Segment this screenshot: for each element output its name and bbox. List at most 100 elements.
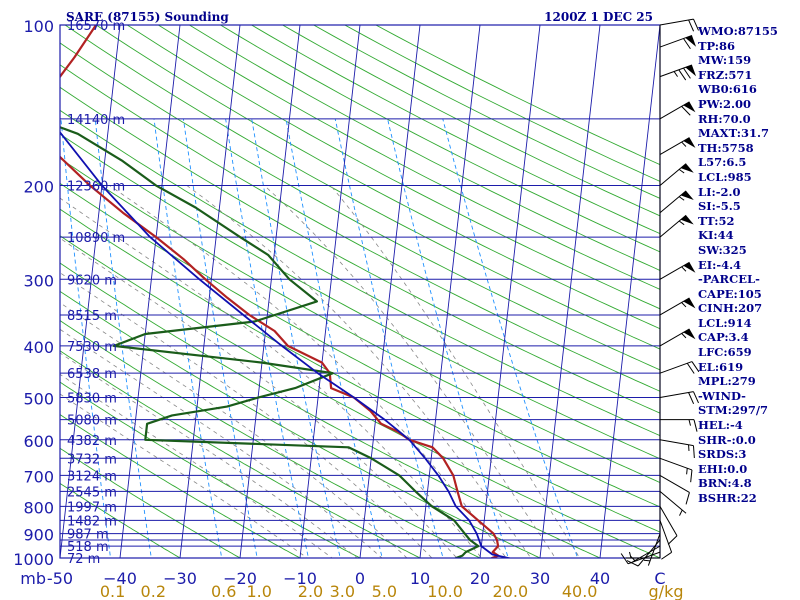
moist-adiabat xyxy=(60,237,458,558)
stat-line: CINH:207 xyxy=(698,301,763,316)
wind-barb-flag xyxy=(690,469,693,483)
wind-barb-half-flag xyxy=(678,196,685,201)
mixing-ratio-label: 0.1 xyxy=(100,582,125,600)
stat-line: SI:-5.5 xyxy=(698,199,741,214)
wind-barb-pennant xyxy=(683,137,696,148)
wind-barb-staff xyxy=(647,533,661,566)
pressure-tick-label: 700 xyxy=(23,467,54,486)
wind-barb-staff xyxy=(659,475,690,493)
stat-line: EHI:0.0 xyxy=(698,461,748,476)
mixing-ratio-label: 10.0 xyxy=(427,582,463,600)
stat-line: LCL:914 xyxy=(698,315,752,330)
wind-barb-flag xyxy=(620,553,629,565)
wind-barb-flag xyxy=(661,551,672,560)
wind-barb xyxy=(659,137,696,155)
stat-line: CAP:3.4 xyxy=(698,330,749,345)
wind-barb xyxy=(659,439,695,459)
stat-line: LCL:985 xyxy=(698,169,752,184)
stat-line: HEL:-4 xyxy=(698,418,743,433)
wind-barb-flag xyxy=(681,106,691,116)
wind-barb-half-flag xyxy=(678,220,685,226)
dry-adiabat xyxy=(60,447,241,558)
moist-adiabat xyxy=(60,373,333,558)
mixing-ratio-label: 0.2 xyxy=(141,582,166,600)
temperature-tick-label: -50 xyxy=(47,569,73,588)
stat-line: LI:-2.0 xyxy=(698,184,741,199)
dry-adiabat xyxy=(60,350,421,558)
height-label: 518 m xyxy=(67,540,109,555)
isotherm xyxy=(419,25,481,558)
stat-line: BSHR:22 xyxy=(698,491,757,505)
wind-barb xyxy=(659,520,673,560)
stat-line: STM:297/7 xyxy=(698,403,769,418)
wind-barb-flag xyxy=(688,19,695,32)
parcel-profile-line xyxy=(60,130,513,558)
wind-barb-half-flag xyxy=(681,266,687,272)
dry-adiabat xyxy=(188,25,660,271)
background-grid xyxy=(60,25,660,558)
wind-barb xyxy=(630,545,661,564)
dry-adiabat xyxy=(60,235,660,558)
wind-barb-pennant xyxy=(683,101,696,113)
height-label: 1997 m xyxy=(67,500,117,515)
height-label: 1482 m xyxy=(67,514,117,529)
wind-barb-half-flag xyxy=(679,509,683,516)
wind-barb xyxy=(660,419,698,432)
wind-barb-flag xyxy=(693,391,699,404)
wind-barb-staff xyxy=(659,391,694,399)
pressure-tick-label: 900 xyxy=(23,526,54,545)
chart-datetime: 1200Z 1 DEC 25 xyxy=(544,10,653,24)
mixing-ratio-units-label: g/kg xyxy=(649,582,684,600)
moist-adiabat xyxy=(330,185,581,558)
wind-barb-staff xyxy=(659,491,687,514)
wind-barb-pennant xyxy=(683,262,696,273)
stat-line: TH:5758 xyxy=(698,140,754,155)
dry-adiabat xyxy=(60,262,602,558)
wind-barb-pennant xyxy=(685,65,697,77)
height-label: 16570 m xyxy=(67,19,125,34)
wind-barb-flag xyxy=(686,362,695,374)
stat-line: TP:86 xyxy=(698,38,736,53)
height-label: 5080 m xyxy=(67,414,117,429)
height-label: 12360 m xyxy=(67,179,125,194)
stat-line: PW:2.00 xyxy=(698,96,752,111)
temperature-tick-label: C xyxy=(654,569,665,588)
stat-line: BRN:4.8 xyxy=(698,476,752,491)
dry-adiabat xyxy=(157,25,660,290)
dry-adiabat xyxy=(60,133,660,460)
wind-barb-staff xyxy=(630,545,661,564)
wind-barb xyxy=(659,34,697,50)
stat-line: MAXT:31.7 xyxy=(698,126,769,141)
isotherm xyxy=(299,25,361,558)
wind-barb-pennant xyxy=(683,328,696,340)
moist-adiabat xyxy=(186,185,532,558)
isotherm xyxy=(479,25,541,558)
moist-adiabat xyxy=(60,328,383,558)
dry-adiabat xyxy=(60,208,660,533)
wind-barb-flag xyxy=(683,38,691,50)
wind-barb xyxy=(659,163,694,186)
mixing-ratio-label: 40.0 xyxy=(562,582,598,600)
wind-barb-flag xyxy=(685,492,690,505)
dewpoint-profile-line xyxy=(60,126,480,558)
dry-adiabat xyxy=(126,25,660,310)
height-label: 7530 m xyxy=(67,340,117,355)
wind-barb-staff xyxy=(659,214,687,238)
pressure-tick-label: 500 xyxy=(23,390,54,409)
stat-line: WB0:616 xyxy=(698,82,757,97)
height-label: 3732 m xyxy=(67,452,117,467)
stat-line: L57:6.5 xyxy=(698,155,747,170)
dry-adiabat xyxy=(60,182,660,508)
wind-barb xyxy=(659,506,678,545)
height-label: 72 m xyxy=(67,552,100,567)
stat-line: SW:325 xyxy=(698,242,747,257)
wind-barb-staff xyxy=(659,520,673,553)
temperature-tick-label: 30 xyxy=(530,569,550,588)
dry-adiabat xyxy=(60,109,660,437)
dry-adiabat xyxy=(60,320,482,558)
wind-barb-flag xyxy=(667,535,678,545)
wind-barb-flag xyxy=(691,361,700,373)
wind-barbs xyxy=(620,18,700,567)
dry-adiabat xyxy=(60,86,660,414)
